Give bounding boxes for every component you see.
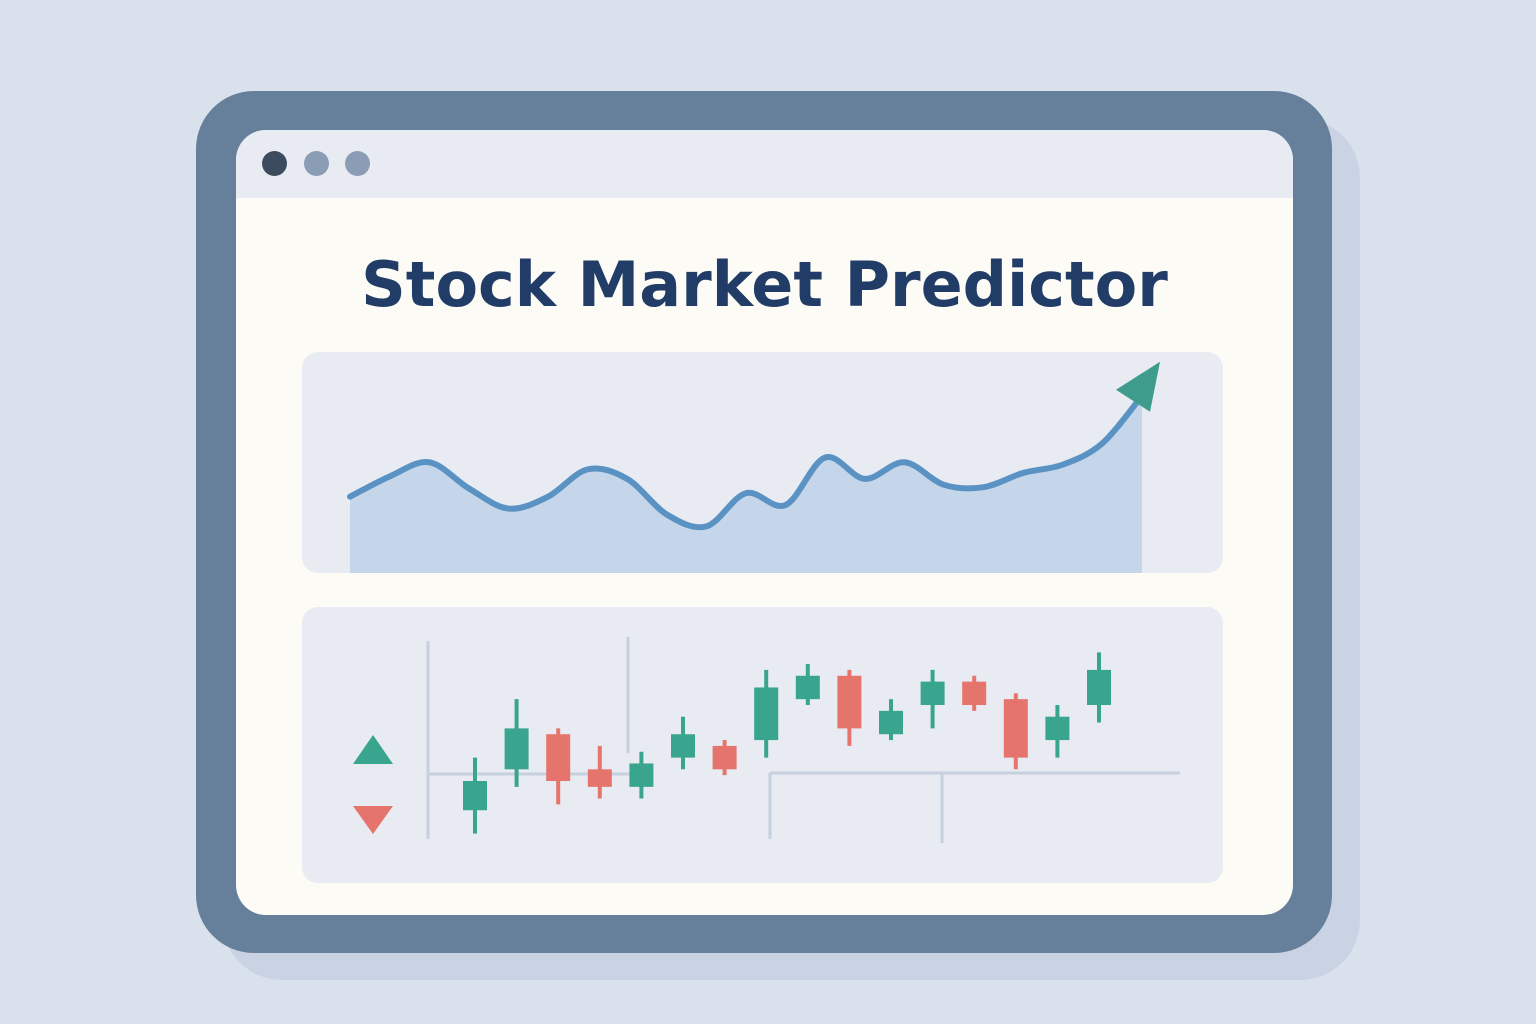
candle-body <box>1087 669 1111 705</box>
candle <box>920 669 945 729</box>
window-minimize-button[interactable] <box>304 151 329 176</box>
candle <box>546 728 571 805</box>
candle-body <box>629 763 654 787</box>
line-chart <box>347 361 1160 573</box>
candle <box>504 699 529 787</box>
triangle-down-icon <box>353 806 393 834</box>
candle-body <box>754 687 779 741</box>
trend-up-arrow-icon <box>1116 361 1160 412</box>
candle <box>754 669 779 758</box>
candle-body <box>463 781 487 811</box>
page-title: Stock Market Predictor <box>361 248 1168 321</box>
candle <box>463 757 487 834</box>
candle-body <box>879 710 903 735</box>
candle <box>1045 705 1070 758</box>
app-window: Stock Market Predictor <box>236 130 1293 915</box>
candle <box>671 716 695 770</box>
candle-body <box>587 769 612 787</box>
candlestick-chart-panel <box>302 607 1223 883</box>
candle <box>795 664 820 705</box>
candlestick-chart <box>353 637 1180 843</box>
candle <box>962 675 987 711</box>
candle <box>629 751 654 799</box>
candle <box>587 745 612 799</box>
triangle-up-icon <box>353 735 393 764</box>
candle <box>712 740 737 776</box>
window-maximize-button[interactable] <box>345 151 370 176</box>
candle-body <box>962 681 987 705</box>
candle <box>879 699 903 741</box>
line-chart-panel <box>302 352 1223 573</box>
candle-body <box>712 745 737 770</box>
line-chart-series <box>347 392 1145 531</box>
candle-body <box>504 728 529 770</box>
candle <box>1003 693 1028 770</box>
candle-body <box>1003 699 1028 758</box>
candle-body <box>920 681 945 705</box>
line-chart-area <box>350 395 1142 573</box>
candle-body <box>837 675 862 729</box>
window-titlebar <box>236 130 1293 198</box>
candle-body <box>1045 716 1070 741</box>
candle-body <box>671 734 695 758</box>
candle-body <box>546 734 571 781</box>
window-close-button[interactable] <box>262 151 287 176</box>
candle-body <box>795 675 820 700</box>
candle <box>1087 652 1111 723</box>
candle <box>837 669 862 746</box>
